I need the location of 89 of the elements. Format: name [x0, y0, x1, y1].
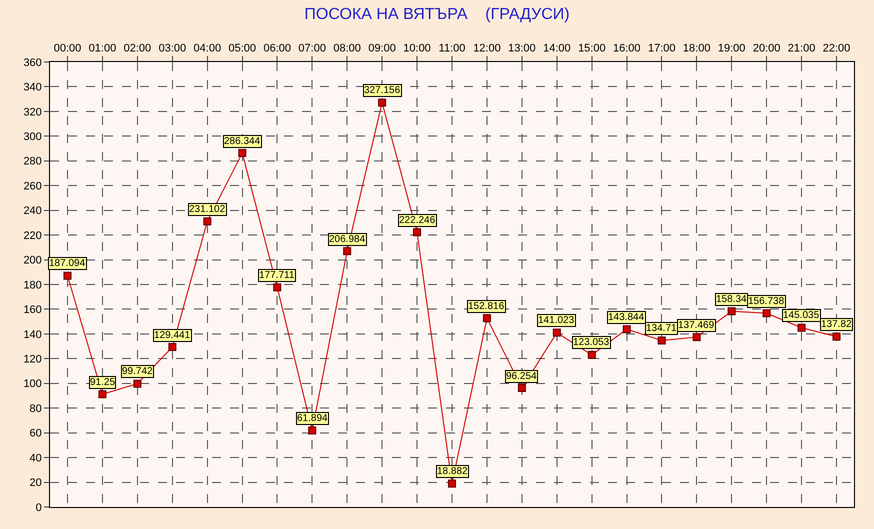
y-tick-label: 0 [36, 502, 42, 514]
x-tick-label: 10:00 [403, 42, 431, 55]
y-tick-label: 100 [23, 378, 42, 390]
data-label: 158.34 [716, 294, 748, 305]
y-tick-label: 140 [23, 328, 42, 341]
y-tick-label: 80 [30, 402, 42, 415]
point [343, 247, 352, 256]
data-label: 206.984 [329, 234, 366, 245]
data-label: 61.894 [297, 413, 328, 424]
point [308, 426, 316, 434]
point [588, 350, 596, 359]
point [238, 149, 246, 158]
data-label: 187.094 [49, 258, 86, 269]
y-tick-label: 300 [23, 131, 42, 144]
point [133, 380, 142, 388]
x-tick-label: 09:00 [368, 42, 396, 55]
x-tick-label: 12:00 [473, 42, 501, 55]
point [832, 332, 841, 341]
point [273, 283, 282, 292]
y-tick-label: 220 [23, 230, 42, 242]
x-tick-label: 03:00 [158, 42, 186, 55]
x-tick-label: 21:00 [788, 42, 816, 55]
data-label: 177.711 [259, 270, 295, 281]
y-tick-label: 40 [30, 452, 42, 464]
y-tick-label: 320 [23, 106, 42, 118]
point [378, 98, 386, 107]
data-label: 231.102 [189, 204, 226, 215]
y-tick-label: 200 [23, 254, 42, 267]
x-tick-label: 00:00 [54, 42, 82, 55]
point [413, 228, 422, 236]
point [203, 217, 212, 226]
x-tick-label: 08:00 [333, 42, 361, 55]
y-tick-label: 160 [23, 304, 42, 316]
y-tick-label: 260 [23, 180, 42, 192]
x-tick-label: 14:00 [543, 42, 571, 55]
data-label: 152.816 [468, 301, 505, 312]
data-label: 96.254 [506, 371, 538, 382]
x-tick-label: 13:00 [508, 42, 536, 55]
y-tick-label: 20 [30, 477, 42, 490]
data-label: 156.738 [748, 296, 785, 307]
y-tick-label: 240 [23, 205, 42, 218]
data-label: 18.882 [437, 466, 468, 477]
data-label: 99.742 [122, 366, 154, 377]
point [692, 333, 701, 342]
data-label: 222.246 [399, 215, 436, 226]
y-tick-label: 120 [23, 354, 42, 366]
y-tick-label: 60 [30, 428, 42, 440]
point [98, 390, 106, 398]
data-label: 143.844 [608, 312, 645, 323]
y-tick-label: 360 [23, 56, 42, 69]
x-tick-label: 11:00 [438, 42, 466, 55]
x-tick-label: 04:00 [194, 42, 222, 55]
point [168, 343, 176, 351]
data-label: 91.25 [90, 377, 116, 388]
data-label: 134.71 [646, 323, 678, 334]
x-tick-label: 18:00 [682, 42, 710, 55]
x-tick-label: 06:00 [263, 42, 291, 55]
y-tick-label: 340 [23, 82, 42, 94]
data-label: 137.469 [678, 320, 715, 331]
point [448, 480, 456, 488]
data-label: 123.053 [573, 337, 610, 348]
x-tick-label: 19:00 [718, 42, 746, 55]
data-label: 141.023 [538, 315, 575, 326]
point [63, 272, 72, 280]
x-tick-label: 01:00 [88, 42, 116, 55]
point [728, 307, 736, 316]
x-tick-label: 22:00 [822, 42, 850, 55]
data-label: 286.344 [224, 136, 261, 147]
data-label: 129.441 [154, 330, 191, 341]
point [518, 384, 526, 392]
point [798, 324, 806, 332]
x-tick-label: 07:00 [298, 42, 326, 55]
x-tick-label: 15:00 [578, 42, 606, 55]
data-label: 137.82 [821, 319, 852, 330]
x-tick-label: 20:00 [752, 42, 780, 55]
data-label: 327.156 [364, 85, 401, 96]
data-label: 145.035 [783, 310, 820, 321]
x-tick-label: 05:00 [228, 42, 256, 55]
x-tick-label: 17:00 [648, 42, 676, 55]
point [622, 325, 631, 334]
point [762, 309, 771, 318]
point [482, 314, 491, 322]
point [658, 336, 666, 344]
point [552, 328, 561, 337]
y-tick-label: 180 [23, 279, 42, 292]
x-tick-label: 16:00 [613, 42, 641, 55]
x-tick-label: 02:00 [124, 42, 152, 55]
y-tick-label: 280 [23, 156, 42, 168]
chart-title: ПОСОКА НА ВЯТЪРА (ГРАДУСИ) [304, 6, 570, 24]
